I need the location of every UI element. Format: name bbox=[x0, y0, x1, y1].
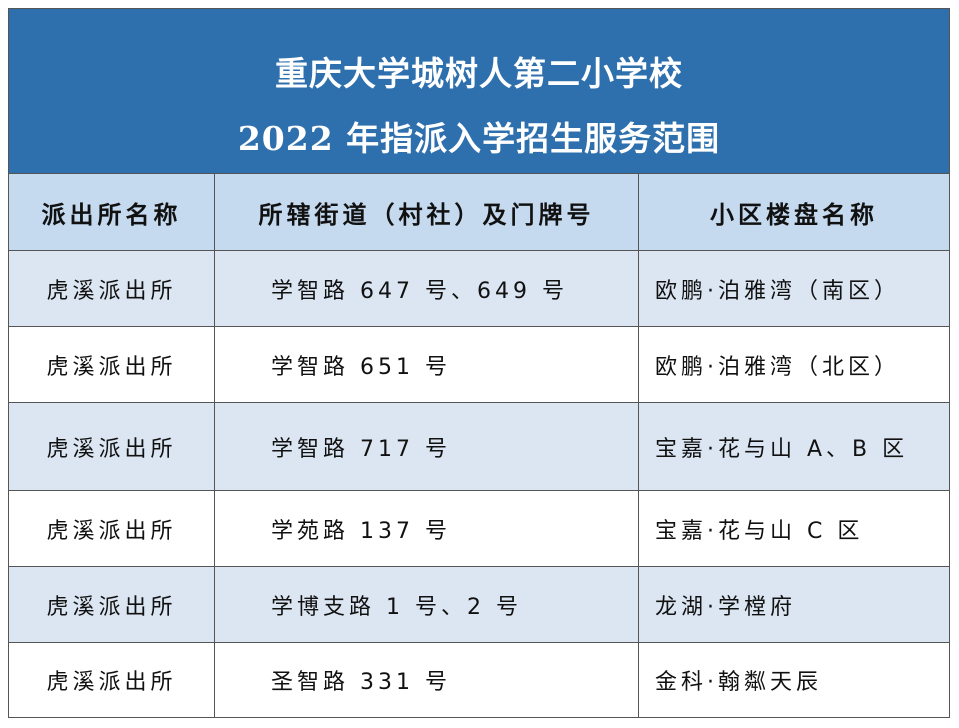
table-cell: 学智路 651 号 bbox=[215, 327, 639, 403]
cell-text: 欧鹏·泊雅湾（南区） bbox=[655, 278, 900, 304]
table-cell: 宝嘉·花与山 A、B 区 bbox=[639, 403, 950, 491]
cell-text: 虎溪派出所 bbox=[46, 670, 177, 695]
table-cell: 虎溪派出所 bbox=[9, 643, 215, 718]
cell-text: 宝嘉·花与山 A、B 区 bbox=[655, 436, 909, 462]
title-line: 2022 年指派入学招生服务范围 bbox=[237, 119, 721, 158]
cell-text: 虎溪派出所 bbox=[46, 354, 177, 380]
table-cell: 学博支路 1 号、2 号 bbox=[215, 567, 639, 643]
title-line: 重庆大学城树人第二小学校 bbox=[275, 54, 683, 93]
cell-text: 学苑路 137 号 bbox=[271, 518, 451, 544]
cell-text: 虎溪派出所 bbox=[46, 278, 177, 304]
table-cell: 欧鹏·泊雅湾（南区） bbox=[639, 251, 950, 327]
cell-text: 学智路 651 号 bbox=[271, 354, 451, 380]
table-frame: 重庆大学城树人第二小学校 2022 年指派入学招生服务范围 派出所名称 所辖街道（… bbox=[8, 8, 950, 718]
column-header: 所辖街道（村社）及门牌号 bbox=[215, 174, 639, 251]
cell-text: 圣智路 331 号 bbox=[271, 670, 451, 695]
cell-text: 所辖街道（村社）及门牌号 bbox=[258, 200, 595, 229]
cell-text: 派出所名称 bbox=[41, 200, 182, 229]
table-cell: 学苑路 137 号 bbox=[215, 491, 639, 567]
table-cell: 欧鹏·泊雅湾（北区） bbox=[639, 327, 950, 403]
table-cell: 宝嘉·花与山 C 区 bbox=[639, 491, 950, 567]
cell-text: 小区楼盘名称 bbox=[710, 200, 878, 229]
cell-text: 虎溪派出所 bbox=[46, 518, 177, 544]
cell-text: 龙湖·学樘府 bbox=[655, 594, 796, 620]
cell-text: 学博支路 1 号、2 号 bbox=[271, 594, 522, 620]
table-cell: 虎溪派出所 bbox=[9, 327, 215, 403]
cell-text: 虎溪派出所 bbox=[46, 594, 177, 620]
cell-text: 学智路 717 号 bbox=[271, 436, 451, 462]
table-cell: 虎溪派出所 bbox=[9, 567, 215, 643]
table-cell: 学智路 647 号、649 号 bbox=[215, 251, 639, 327]
cell-text: 欧鹏·泊雅湾（北区） bbox=[655, 354, 900, 380]
table-cell: 圣智路 331 号 bbox=[215, 643, 639, 718]
column-header: 派出所名称 bbox=[9, 174, 215, 251]
cell-text: 金科·翰粼天辰 bbox=[655, 670, 822, 695]
cell-text: 宝嘉·花与山 C 区 bbox=[655, 518, 864, 544]
table-cell: 虎溪派出所 bbox=[9, 403, 215, 491]
header: 重庆大学城树人第二小学校 2022 年指派入学招生服务范围 bbox=[9, 9, 949, 174]
table-cell: 龙湖·学樘府 bbox=[639, 567, 950, 643]
table-cell: 虎溪派出所 bbox=[9, 491, 215, 567]
table-cell: 金科·翰粼天辰 bbox=[639, 643, 950, 718]
cell-text: 虎溪派出所 bbox=[46, 436, 177, 462]
table-cell: 虎溪派出所 bbox=[9, 251, 215, 327]
table-cell: 学智路 717 号 bbox=[215, 403, 639, 491]
column-header: 小区楼盘名称 bbox=[639, 174, 950, 251]
cell-text: 学智路 647 号、649 号 bbox=[271, 278, 568, 304]
